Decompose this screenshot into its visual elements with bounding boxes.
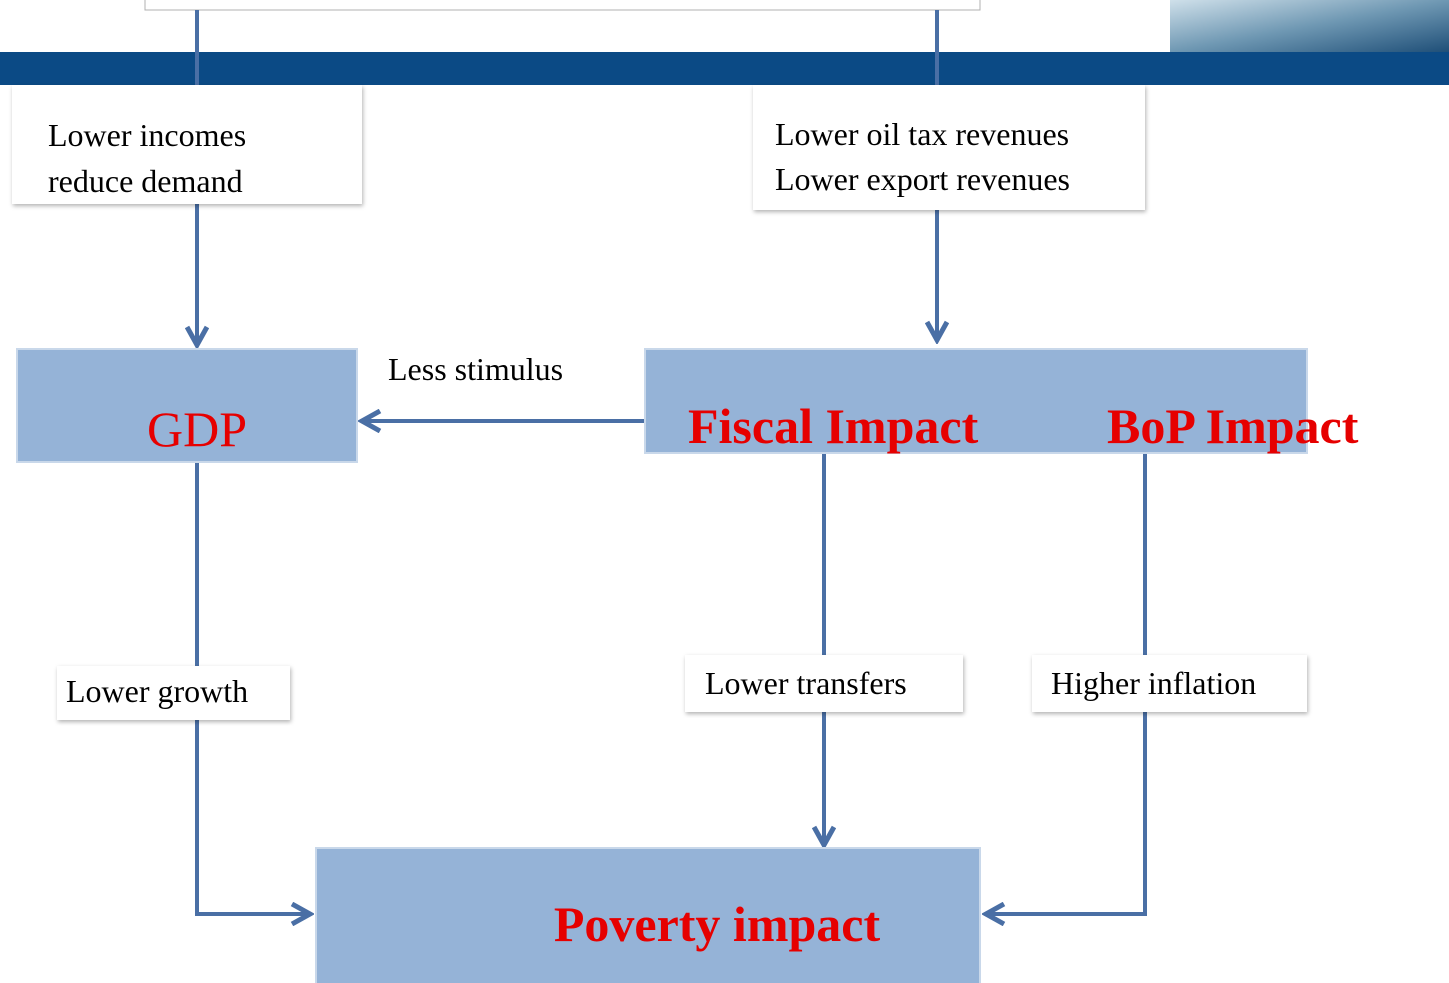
node-label: GDP [147, 401, 247, 457]
header-image [1170, 0, 1449, 52]
diagram: Lower incomes reduce demand Lower oil ta… [0, 0, 1449, 983]
edge-label: Lower oil tax revenues [775, 116, 1069, 152]
edge-label: Lower growth [66, 673, 248, 709]
edge-label: reduce demand [48, 163, 243, 199]
node-label: Poverty impact [554, 896, 881, 952]
node-label: Fiscal Impact [688, 398, 979, 454]
node-label: BoP Impact [1107, 398, 1359, 454]
edge-label: Lower incomes [48, 117, 246, 153]
top-box [145, 0, 980, 10]
edge-label: Higher inflation [1051, 665, 1256, 701]
edge-label: Lower export revenues [775, 161, 1070, 197]
header-band [0, 52, 1449, 85]
edge-label: Less stimulus [388, 351, 563, 387]
edge-label: Lower transfers [705, 665, 907, 701]
